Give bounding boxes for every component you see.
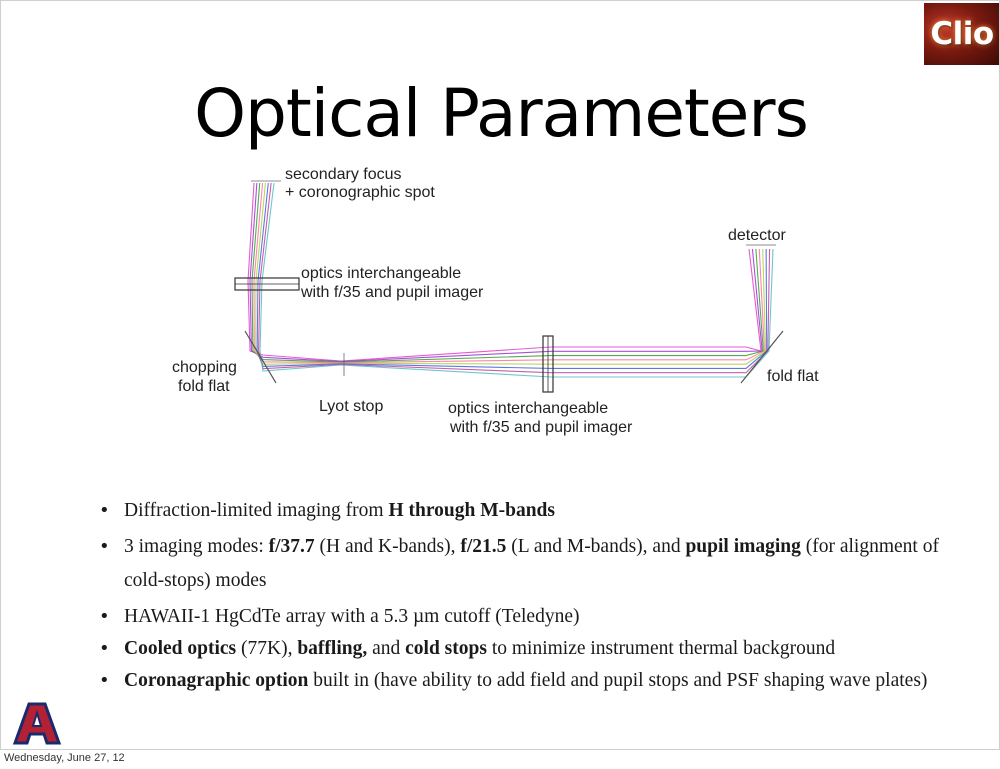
- ray-path: [251, 182, 764, 363]
- clio-logo-text: Clio: [930, 16, 994, 52]
- label-coronographic-spot: + coronographic spot: [285, 184, 435, 201]
- optical-layout-diagram: secondary focus + coronographic spot opt…: [172, 166, 819, 436]
- bullet-coronagraphic-option: Coronagraphic option built in (have abil…: [97, 668, 957, 694]
- label-chopping: chopping: [172, 359, 237, 376]
- slide-title: Optical Parameters: [194, 75, 809, 152]
- label-fold-flat: fold flat: [767, 368, 819, 385]
- label-optics-bottom-2: with f/35 and pupil imager: [449, 419, 633, 436]
- bullet-list: Diffraction-limited imaging from H throu…: [97, 498, 957, 700]
- label-optics-top-1: optics interchangeable: [301, 265, 461, 282]
- bullet-hawaii-array: HAWAII-1 HgCdTe array with a 5.3 µm cuto…: [97, 604, 957, 630]
- label-chopping-fold-flat: fold flat: [178, 378, 230, 395]
- label-optics-top-2: with f/35 and pupil imager: [300, 284, 484, 301]
- footer-date: Wednesday, June 27, 12: [4, 752, 125, 764]
- ray-path: [255, 182, 767, 365]
- label-optics-bottom-1: optics interchangeable: [448, 400, 608, 417]
- ray-path: [256, 182, 768, 369]
- ray-path: [259, 182, 774, 378]
- slide-frame: Clio Optical Parameters secondary focus …: [0, 0, 1000, 750]
- optical-rays: [247, 182, 774, 378]
- bullet-imaging-modes: 3 imaging modes: f/37.7 (H and K-bands),…: [97, 530, 957, 598]
- label-detector: detector: [728, 227, 786, 244]
- clio-logo: Clio: [924, 3, 999, 65]
- bullet-cooled-optics: Cooled optics (77K), baffling, and cold …: [97, 636, 957, 662]
- ray-path: [249, 182, 763, 363]
- bullet-diffraction-limited: Diffraction-limited imaging from H throu…: [97, 498, 957, 524]
- label-lyot-stop: Lyot stop: [319, 398, 383, 415]
- ray-path: [247, 182, 762, 362]
- label-secondary-focus: secondary focus: [285, 166, 402, 183]
- chopping-fold-flat: [244, 330, 277, 384]
- university-of-arizona-logo: [12, 702, 62, 745]
- ray-path: [253, 182, 765, 364]
- fold-flat-mirror: [740, 330, 784, 384]
